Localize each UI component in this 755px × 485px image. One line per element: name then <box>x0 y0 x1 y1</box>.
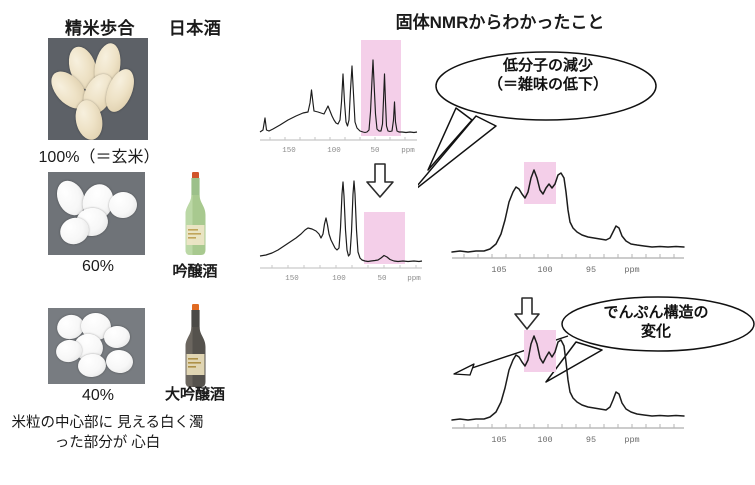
rice-photo-40 <box>48 308 145 384</box>
tick-100: 100 <box>537 265 552 275</box>
axis-unit-ppm: ppm <box>624 435 639 445</box>
sake-name-ginjo: 吟醸酒 <box>172 263 218 280</box>
sake-bottle-daiginjo <box>178 302 212 390</box>
axis-unit-ppm: ppm <box>401 147 415 155</box>
rice-column-header: 精米歩合 <box>65 19 135 38</box>
rice-photo-60 <box>48 172 145 255</box>
highlight-band <box>524 162 556 204</box>
polish-ratio-100: 100%（＝玄米） <box>38 149 160 166</box>
sake-name-daiginjo: 大吟醸酒 <box>164 386 225 403</box>
axis-unit-ppm: ppm <box>407 275 421 283</box>
spectrum-full-40: 150 100 50 ppm <box>258 178 423 286</box>
callout-low-molecule-text: 低分子の減少 （＝雑味の低下） <box>487 57 608 93</box>
sake-column-header: 日本酒 <box>168 19 222 38</box>
tick-105: 105 <box>491 435 506 445</box>
polish-ratio-60: 60% <box>81 258 115 275</box>
rice-photo-100 <box>48 38 148 140</box>
highlight-band <box>361 40 401 136</box>
polish-ratio-40: 40% <box>81 387 115 404</box>
x-axis: 150 100 50 ppm <box>260 265 422 283</box>
page-title: 固体NMRからわかったこと <box>395 13 605 32</box>
down-arrow-icon-2 <box>512 296 542 337</box>
callout-low-molecule <box>411 42 658 202</box>
tick-95: 95 <box>586 435 596 445</box>
x-axis: 105 100 95 ppm <box>452 254 684 275</box>
callout-starch-structure-text: でんぷん構造の 変化 <box>603 304 709 340</box>
tick-100: 100 <box>537 435 552 445</box>
tick-150: 150 <box>285 275 299 283</box>
spectrum-full-100: 150 100 50 ppm <box>258 40 418 158</box>
tick-100: 100 <box>332 275 346 283</box>
tick-50: 50 <box>377 275 387 283</box>
spectrum-zoom-lower: 105 100 95 ppm <box>448 330 718 456</box>
sake-bottle-ginjo <box>178 170 212 258</box>
tick-95: 95 <box>586 265 596 275</box>
x-axis: 150 100 50 ppm <box>260 137 417 155</box>
callout-starch-structure <box>540 294 755 384</box>
tick-150: 150 <box>282 147 296 155</box>
tick-105: 105 <box>491 265 506 275</box>
tick-50: 50 <box>370 147 380 155</box>
down-arrow-icon-1 <box>364 162 396 205</box>
shinpaku-footnote: 米粒の中心部に 見える白く濁った部分が 心白 <box>11 415 204 451</box>
tick-100: 100 <box>327 147 341 155</box>
highlight-band <box>524 330 556 372</box>
x-axis: 105 100 95 ppm <box>452 424 684 445</box>
axis-unit-ppm: ppm <box>624 265 639 275</box>
spectrum-zoom-upper: 105 100 95 ppm <box>448 162 718 282</box>
